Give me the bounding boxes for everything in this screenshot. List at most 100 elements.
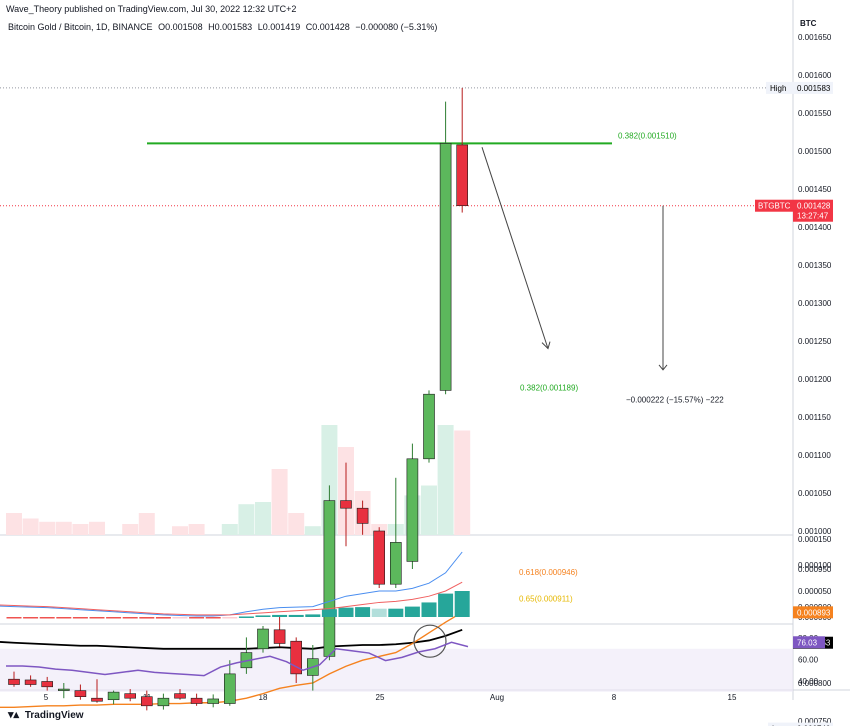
legend-low: L0.001419 — [257, 22, 301, 32]
low-value: 0.000740 — [797, 725, 831, 726]
price-tick-label: 0.001550 — [798, 109, 832, 118]
candle-up — [389, 542, 402, 585]
candle-down — [273, 629, 286, 644]
volume-bar-up — [437, 425, 454, 535]
volume-bar-down — [122, 524, 139, 535]
ema-orange-tag: 0.000893 — [797, 608, 831, 617]
candle-down — [456, 144, 469, 207]
price-tick-label: 0.001650 — [798, 33, 832, 42]
fib-label-top: 0.382(0.001510) — [618, 131, 677, 140]
candle-down — [124, 693, 136, 699]
macd-histogram-bar — [222, 617, 238, 619]
high-label: High — [770, 84, 786, 93]
candle-down — [190, 697, 203, 704]
candle-up — [107, 691, 120, 701]
macd-tick-label: 0.000150 — [798, 535, 832, 544]
macd-histogram-bar — [288, 614, 304, 617]
legend-name: Bitcoin Gold / Bitcoin, 1D, BINANCE — [8, 22, 153, 32]
time-tick-label: 25 — [376, 693, 385, 702]
legend-open: O0.001508 — [158, 22, 203, 32]
price-tick-label: 0.001150 — [798, 413, 831, 422]
volume-bar-down — [138, 513, 155, 535]
volume-bar-down — [72, 524, 89, 535]
projection-arrow — [481, 147, 549, 349]
rsi-line — [6, 641, 469, 677]
volume-bar-down — [6, 513, 22, 535]
candle-down — [290, 640, 303, 675]
candle-up — [439, 143, 452, 391]
high-value-bg — [793, 81, 833, 94]
volume-bar-down — [188, 524, 205, 535]
volume-bar-down — [172, 526, 188, 535]
fib-label-65: 0.65(0.000911) — [519, 595, 573, 604]
time-tick-label: 8 — [612, 693, 617, 702]
price-tick-label: 0.001100 — [798, 451, 831, 460]
highlight-circle — [413, 624, 447, 658]
candle-down — [74, 690, 87, 697]
price-tick-label: 0.001500 — [798, 147, 832, 156]
macd-histogram-bar — [338, 607, 354, 617]
rsi-tick-label: 40.00 — [798, 677, 819, 686]
macd-histogram-bar — [238, 616, 254, 618]
price-tick-label: 0.001050 — [798, 489, 832, 498]
time-tick-label: 15 — [728, 693, 737, 702]
macd-histogram-bar — [23, 617, 39, 619]
candle-down — [356, 507, 369, 524]
volume-bar-down — [288, 513, 305, 535]
candle-up — [406, 458, 419, 562]
last-price-tag-bg — [793, 199, 833, 222]
price-tick-label: 0.001350 — [798, 261, 832, 270]
macd-histogram-bar — [321, 609, 337, 617]
time-tick-label: Aug — [490, 693, 504, 702]
symbol-legend: Bitcoin Gold / Bitcoin, 1D, BINANCE O0.0… — [8, 22, 440, 32]
price-tick-label: 0.001200 — [798, 375, 832, 384]
last-price-tag: 0.001428 — [797, 202, 831, 211]
high-value: 0.001583 — [797, 84, 831, 93]
volume-bar-up — [304, 526, 321, 535]
candle-down — [340, 500, 352, 509]
candle-up — [57, 688, 70, 691]
macd-histogram-bar — [355, 607, 371, 617]
macd-histogram-bar — [371, 608, 387, 617]
footer-brand-text: TradingView — [24, 710, 84, 721]
volume-bar-down — [22, 518, 39, 535]
macd-histogram-bar — [255, 615, 271, 617]
candle-down — [24, 679, 37, 685]
tradingview-logo-icon: ▾▴ — [8, 709, 20, 721]
macd-histogram-bar — [89, 617, 105, 619]
legend-high: H0.001583 — [208, 22, 253, 32]
macd-histogram-bar — [189, 617, 205, 619]
candle-down — [8, 678, 20, 685]
price-tick-label: 0.000800 — [798, 679, 832, 688]
footer-brand: ▾▴ TradingView — [8, 708, 84, 721]
low-label: Low — [772, 725, 787, 726]
macd-histogram-bar — [438, 593, 454, 617]
macd-tick-label: 0.000100 — [798, 561, 832, 570]
macd-histogram-bar — [404, 606, 420, 617]
fib-label-618: 0.618(0.000946) — [519, 568, 578, 577]
volume-bar-up — [221, 524, 238, 535]
volume-bar-down — [39, 521, 56, 535]
fib-label-lower: 0.382(0.001189) — [520, 383, 578, 392]
countdown-tag: 13:27:47 — [797, 212, 829, 221]
ema-orange-tag-bg — [793, 606, 833, 619]
candle-down — [174, 693, 186, 699]
macd-histogram-bar — [39, 617, 55, 619]
candle-up — [157, 697, 170, 707]
symbol-tag: BTGBTC — [758, 202, 791, 211]
macd-histogram-bar — [122, 617, 138, 619]
macd-histogram-bar — [106, 617, 122, 619]
macd-tick-label: 0.000050 — [798, 587, 832, 596]
candle-up — [323, 500, 336, 657]
rsi-band — [0, 648, 793, 692]
macd-histogram-bar — [6, 617, 22, 619]
price-tick-label: 0.001250 — [798, 337, 832, 346]
symbol-tag-bg — [755, 199, 793, 212]
currency-label: BTC — [800, 19, 817, 28]
time-tick-label: 5 — [44, 693, 49, 702]
macd-histogram-bar — [56, 617, 72, 619]
attribution: Wave_Theory published on TradingView.com… — [6, 4, 297, 14]
volume-bar-down — [89, 521, 105, 535]
range-label: −0.000222 (−15.57%) −222 — [626, 395, 724, 404]
